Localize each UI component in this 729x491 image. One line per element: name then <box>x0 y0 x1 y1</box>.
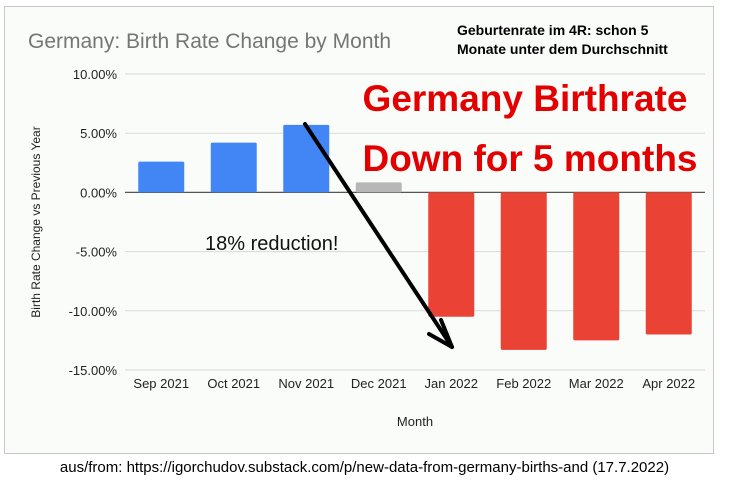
bar-sep-2021 <box>138 161 185 193</box>
y-axis-label: Birth Rate Change vs Previous Year <box>29 126 43 317</box>
bar-oct-2021 <box>210 142 257 193</box>
reduction-arrow-shaft <box>303 122 454 349</box>
bar-jan-2022 <box>428 192 475 317</box>
y-tick-label: 5.00% <box>80 126 117 141</box>
x-tick-label: Dec 2021 <box>351 376 407 391</box>
x-axis-label: Month <box>397 414 433 429</box>
y-tick-label: -5.00% <box>76 245 118 260</box>
x-tick-label: Apr 2022 <box>642 376 695 391</box>
chart-title: Germany: Birth Rate Change by Month <box>28 30 391 53</box>
german-note-line1: Geburtenrate im 4R: schon 5 <box>457 22 649 38</box>
source-caption: aus/from: https://igorchudov.substack.co… <box>59 459 670 476</box>
y-tick-label: -15.00% <box>69 363 118 378</box>
x-tick-label: Oct 2021 <box>207 376 260 391</box>
x-tick-label: Mar 2022 <box>569 376 624 391</box>
y-tick-label: 0.00% <box>80 185 117 200</box>
reduction-arrow-head <box>427 318 454 349</box>
x-tick-label: Feb 2022 <box>496 376 551 391</box>
bar-feb-2022 <box>500 192 547 350</box>
y-tick-label: 10.00% <box>73 67 118 82</box>
bar-apr-2022 <box>645 192 692 335</box>
german-note-line2: Monate unter dem Durchschnitt <box>457 41 668 57</box>
bar-nov-2021 <box>283 124 330 193</box>
bar-mar-2022 <box>573 192 620 341</box>
headline-line2: Down for 5 months <box>362 138 697 179</box>
x-tick-label: Jan 2022 <box>425 376 479 391</box>
arrow-label: 18% reduction! <box>205 233 338 255</box>
x-tick-label: Sep 2021 <box>133 376 189 391</box>
bar-dec-2021 <box>355 182 402 193</box>
x-tick-label: Nov 2021 <box>278 376 334 391</box>
headline-line1: Germany Birthrate <box>363 78 688 119</box>
y-tick-label: -10.00% <box>69 304 118 319</box>
